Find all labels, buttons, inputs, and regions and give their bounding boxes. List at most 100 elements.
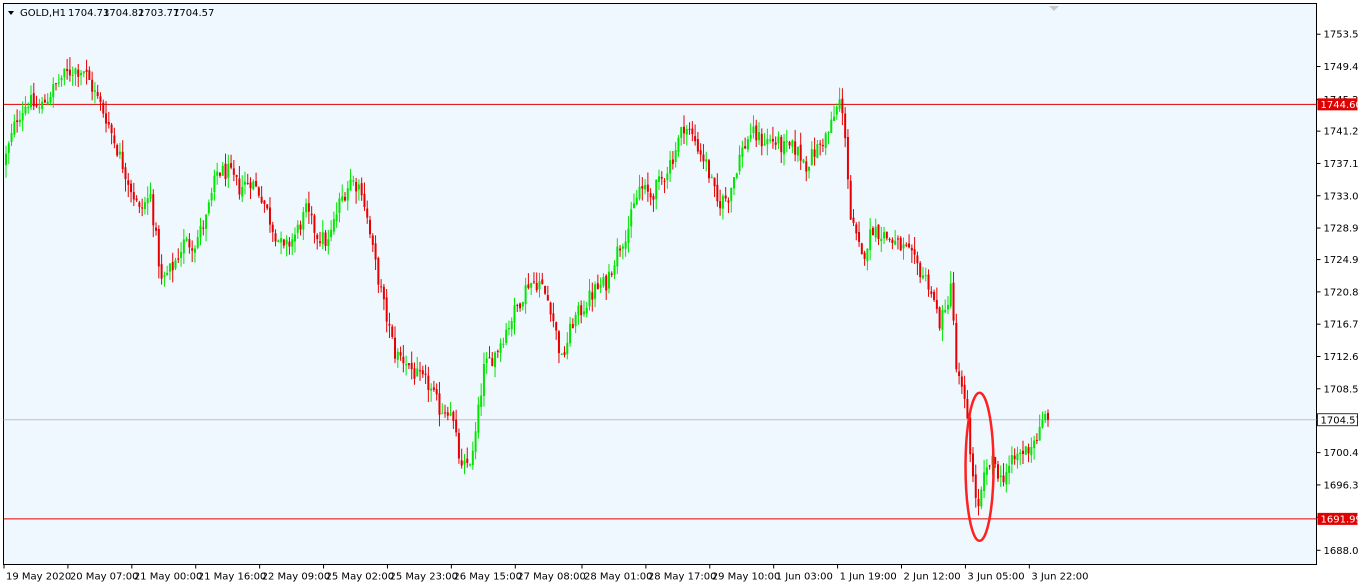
candle-body xyxy=(627,228,630,243)
candle-body xyxy=(938,307,941,329)
candle-body xyxy=(860,243,863,254)
candle-body xyxy=(241,186,244,197)
candle-body xyxy=(435,389,438,395)
candle-body xyxy=(585,307,588,314)
annotations xyxy=(964,391,995,543)
candle-body xyxy=(921,275,924,279)
candle-body xyxy=(1019,452,1022,455)
candle-body xyxy=(399,352,402,356)
candle-body xyxy=(280,238,283,243)
candle-body xyxy=(796,146,799,156)
horizontal-levels[interactable]: 1744.60 1691.99 1704.57 xyxy=(3,98,1358,525)
candle-body xyxy=(221,165,224,176)
candle-body xyxy=(238,178,241,195)
candle-body xyxy=(494,352,497,368)
candle-body xyxy=(1010,455,1013,465)
candle-body xyxy=(771,138,774,142)
candle-body xyxy=(869,229,872,251)
candle-body xyxy=(366,208,369,218)
candle-body xyxy=(80,72,83,76)
shift-marker-icon[interactable] xyxy=(1049,6,1059,11)
candle-body xyxy=(885,231,888,239)
candle-body xyxy=(566,342,569,355)
candle-body xyxy=(530,282,533,288)
candle-body xyxy=(121,151,124,170)
candle-body xyxy=(391,326,394,337)
candle-body xyxy=(318,241,321,243)
candle-body xyxy=(783,141,786,155)
candle-body xyxy=(82,71,85,74)
candle-body xyxy=(908,243,911,248)
candle-body xyxy=(760,133,763,147)
candle-body xyxy=(916,255,919,264)
candle-body xyxy=(91,79,94,92)
candle-body xyxy=(93,90,96,92)
candle-body xyxy=(988,465,991,467)
candle-body xyxy=(910,247,913,251)
menu-triangle-icon[interactable] xyxy=(8,11,14,15)
candle-body xyxy=(363,193,366,207)
candle-body xyxy=(532,281,535,283)
candle-body xyxy=(166,272,169,275)
time-tick-label: 19 May 2020 xyxy=(6,572,71,583)
time-tick-label: 3 Jun 05:00 xyxy=(967,572,1024,583)
highlight-ellipse[interactable] xyxy=(964,391,995,543)
price-tick-label: 1724.90 xyxy=(1324,255,1358,266)
candle-body xyxy=(213,175,216,192)
candle-body xyxy=(385,297,388,322)
time-tick-label: 21 May 16:00 xyxy=(198,572,267,583)
candle-body xyxy=(735,173,738,178)
candle-body xyxy=(969,417,972,455)
candle-body xyxy=(296,224,299,233)
candle-body xyxy=(243,181,246,185)
candle-body xyxy=(352,180,355,182)
candle-body xyxy=(685,128,688,135)
candle-body xyxy=(321,232,324,245)
candle-body xyxy=(949,283,952,307)
candle-body xyxy=(449,413,452,416)
candle-body xyxy=(635,197,638,205)
candle-body xyxy=(1005,472,1008,485)
time-tick-label: 26 May 15:00 xyxy=(453,572,522,583)
candle-body xyxy=(749,135,752,139)
candle-body xyxy=(396,351,399,360)
candle-body xyxy=(591,292,594,300)
candle-body xyxy=(410,362,413,370)
candle-body xyxy=(155,227,158,231)
candle-body xyxy=(343,196,346,201)
candle-body xyxy=(480,395,483,407)
candle-body xyxy=(457,432,460,459)
candle-body xyxy=(7,143,10,153)
candle-body xyxy=(983,472,986,491)
time-tick-label: 28 May 01:00 xyxy=(584,572,653,583)
candle-body xyxy=(180,252,183,258)
candle-body xyxy=(577,305,580,316)
candle-body xyxy=(68,69,71,76)
candles xyxy=(5,57,1049,516)
candle-body xyxy=(696,139,699,152)
candle-body xyxy=(302,212,305,230)
candle-body xyxy=(744,146,747,149)
candle-body xyxy=(430,388,433,391)
candle-body xyxy=(985,467,988,475)
candle-body xyxy=(18,119,21,123)
candle-body xyxy=(769,139,772,141)
candle-body xyxy=(202,227,205,229)
candle-body xyxy=(738,154,741,172)
price-tick-label: 1688.00 xyxy=(1324,546,1358,557)
candle-body xyxy=(1041,419,1044,428)
candle-body xyxy=(357,184,360,190)
candle-body xyxy=(30,94,33,108)
candle-body xyxy=(588,290,591,307)
candle-body xyxy=(994,457,997,464)
plot-area[interactable] xyxy=(3,3,1317,565)
candle-body xyxy=(705,159,708,162)
candle-body xyxy=(41,101,44,109)
candle-body xyxy=(655,179,658,200)
candle-body xyxy=(919,262,922,278)
candle-body xyxy=(980,489,983,507)
candle-body xyxy=(1044,414,1047,421)
candle-body xyxy=(519,303,522,309)
candle-body xyxy=(49,97,52,103)
